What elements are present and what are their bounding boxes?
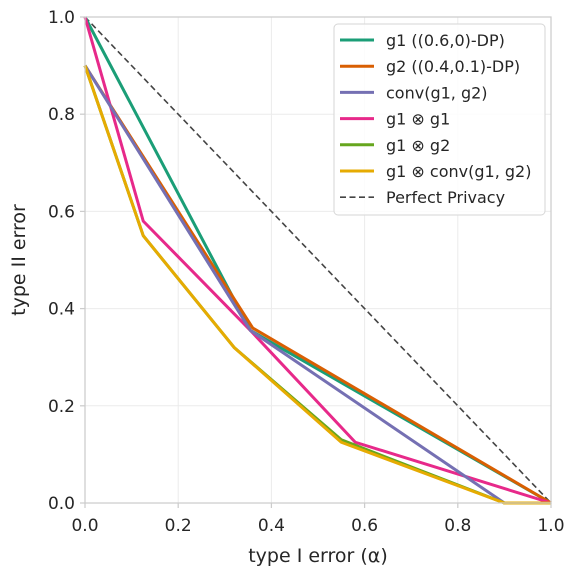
x-tick-label: 1.0 [537,516,564,536]
y-tick-label: 0.0 [48,494,75,514]
plot-frame [84,16,552,504]
x-tick-label: 0.0 [71,516,98,536]
y-tick-label: 1.0 [48,8,75,28]
y-tick-label: 0.2 [48,397,75,417]
legend-label: conv(g1, g2) [386,83,488,102]
x-axis-label: type I error (α) [248,545,388,567]
legend: g1 ((0.6,0)-DP) g2 ((0.4,0.1)-DP) conv(g1,… [333,23,546,216]
x-tick-label: 0.4 [258,516,285,536]
legend-label: Perfect Privacy [386,188,505,207]
legend-label: g1 ((0.6,0)-DP) [386,31,505,50]
x-tick-label: 0.8 [444,516,471,536]
ticks: 0.0 0.2 0.4 0.6 0.8 1.0 0.0 0.2 0.4 0.6 0.8 1.0 [48,8,565,536]
legend-label: g1 ⊗ g2 [386,136,450,155]
legend-label: g1 ⊗ conv(g1, g2) [386,162,531,181]
y-tick-label: 0.6 [48,202,75,222]
legend-box [333,23,546,216]
x-tick-label: 0.6 [351,516,378,536]
y-tick-label: 0.8 [48,105,75,125]
y-axis-label: type II error [8,204,30,316]
legend-label: g2 ((0.4,0.1)-DP) [386,57,520,76]
x-tick-label: 0.2 [165,516,192,536]
legend-label: g1 ⊗ g1 [386,110,450,129]
y-tick-label: 0.4 [48,300,75,320]
series-line-6 [84,16,552,504]
